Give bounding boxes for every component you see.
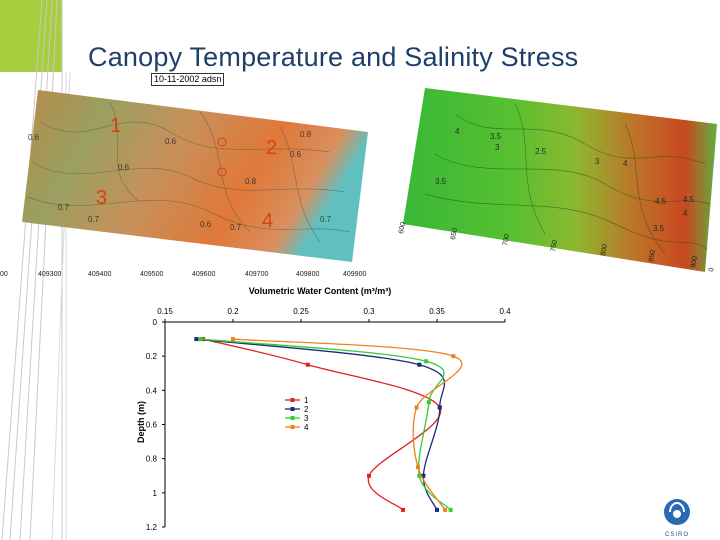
y-tick-label: 1.2 — [146, 523, 158, 532]
y-tick-label: 0.6 — [146, 421, 158, 430]
x-tick-label: 0.2 — [227, 307, 239, 316]
slide-title: Canopy Temperature and Salinity Stress — [88, 42, 579, 72]
contour-label: 0.7 — [230, 223, 242, 232]
data-point-4 — [451, 354, 456, 359]
data-point-2 — [435, 507, 439, 512]
contour-label: 0.6 — [290, 150, 302, 159]
contour-label: 0.7 — [88, 215, 100, 224]
x-axis-label: Volumetric Water Content (m³/m³) — [249, 286, 392, 296]
map-x-tick: 0 — [708, 267, 716, 272]
csiro-logo: CSIRO — [660, 497, 694, 538]
map-x-tick: 409300 — [38, 271, 61, 278]
contour-label: 0.7 — [58, 203, 70, 212]
contour-label: 2.5 — [535, 147, 547, 156]
site-label-2: 2 — [266, 137, 277, 159]
data-point-3 — [448, 507, 453, 512]
temperature-map: 1 2 3 4 0.6 0.7 0.6 0.8 0.6 0.7 0.7 0.6 … — [0, 90, 368, 278]
contour-label: 0.6 — [200, 220, 212, 229]
y-tick-label: 0.8 — [146, 455, 158, 464]
map-x-tick: 409500 — [140, 271, 163, 278]
contour-label: 0.8 — [245, 177, 257, 186]
map-x-tick: 409900 — [343, 271, 366, 278]
series-line-3 — [200, 338, 452, 511]
map-x-tick: 600 — [398, 222, 407, 235]
salinity-map: 3.5 4 4.5 3.5 4 3 2.5 3 3.5 4.5 4 600 65… — [398, 88, 717, 272]
legend-marker-2 — [290, 407, 295, 411]
contour-label: 4.5 — [683, 195, 695, 204]
contour-label: 3.5 — [653, 224, 665, 233]
y-axis-label: Depth (m) — [136, 401, 146, 443]
contour-label: 0.7 — [320, 215, 332, 224]
decorative-lines — [1, 0, 71, 540]
data-point-1 — [367, 473, 371, 478]
contour-label: 0.6 — [165, 137, 177, 146]
contour-label: 0.6 — [118, 163, 130, 172]
data-point-1 — [401, 507, 405, 512]
series-line-4 — [232, 338, 463, 511]
moisture-profile-chart: Volumetric Water Content (m³/m³) Depth (… — [136, 286, 511, 532]
data-point-2 — [194, 337, 199, 342]
x-tick-label: 0.15 — [157, 307, 173, 316]
contour-label: 0.8 — [300, 130, 312, 139]
map-x-tick: 800 — [600, 244, 609, 257]
x-tick-label: 0.35 — [429, 307, 445, 316]
contour-label: 0.6 — [28, 133, 40, 142]
data-point-1 — [305, 362, 310, 367]
data-point-4 — [415, 465, 420, 470]
map-x-tick: 409600 — [192, 271, 215, 278]
legend-label-4: 4 — [304, 423, 309, 432]
contour-label: 4.5 — [655, 197, 667, 206]
y-tick-label: 0 — [153, 318, 158, 327]
legend-marker-3 — [290, 416, 295, 420]
site-markers: 1 2 3 4 — [96, 115, 277, 232]
data-point-2 — [421, 473, 426, 478]
data-point-4 — [443, 507, 448, 512]
site-label-1: 1 — [110, 115, 121, 137]
map-date-label: 10-11-2002 adsn — [151, 73, 225, 86]
legend-marker-4 — [290, 425, 295, 429]
x-tick-label: 0.3 — [363, 307, 375, 316]
site-marker-icon — [217, 137, 227, 147]
site-label-4: 4 — [262, 210, 273, 232]
contour-label: 3 — [595, 157, 600, 166]
legend-label-2: 2 — [304, 405, 309, 414]
x-tick-label: 0.4 — [499, 307, 511, 316]
contour-label: 4 — [455, 127, 460, 136]
data-point-3 — [417, 473, 422, 478]
plot-area — [165, 322, 505, 527]
contour-label: 3.5 — [490, 132, 502, 141]
x-tick-label: 0.25 — [293, 307, 309, 316]
site-marker-icon — [217, 167, 227, 177]
map-x-tick: 650 — [450, 228, 459, 241]
y-tick-label: 1 — [153, 489, 158, 498]
contour-label: 4 — [623, 159, 628, 168]
y-tick-label: 0.2 — [146, 352, 158, 361]
contour-label: 4 — [683, 209, 688, 218]
series-line-1 — [202, 338, 442, 511]
map-x-tick: 409400 — [88, 271, 111, 278]
contour-label: 3.5 — [435, 177, 447, 186]
map-x-tick: 900 — [690, 256, 699, 269]
contour-label: 3 — [495, 143, 500, 152]
legend-label-3: 3 — [304, 414, 309, 423]
site-label-3: 3 — [96, 187, 107, 209]
data-point-3 — [424, 359, 429, 364]
map-x-tick: 409800 — [296, 271, 319, 278]
legend-label-1: 1 — [304, 396, 309, 405]
legend-marker-1 — [290, 398, 295, 402]
data-point-2 — [417, 362, 422, 367]
map-x-tick: 750 — [550, 240, 559, 253]
y-tick-label: 0.4 — [146, 386, 158, 395]
map-x-tick: 850 — [648, 250, 657, 263]
data-point-2 — [437, 405, 442, 410]
map-x-tick: 409700 — [245, 271, 268, 278]
data-point-4 — [414, 405, 419, 410]
data-point-4 — [231, 337, 235, 342]
csiro-logo-icon — [664, 499, 690, 525]
map-x-tick: 00 — [0, 271, 8, 278]
map-x-tick: 700 — [502, 234, 511, 247]
data-point-3 — [198, 337, 203, 342]
data-point-3 — [426, 400, 431, 405]
